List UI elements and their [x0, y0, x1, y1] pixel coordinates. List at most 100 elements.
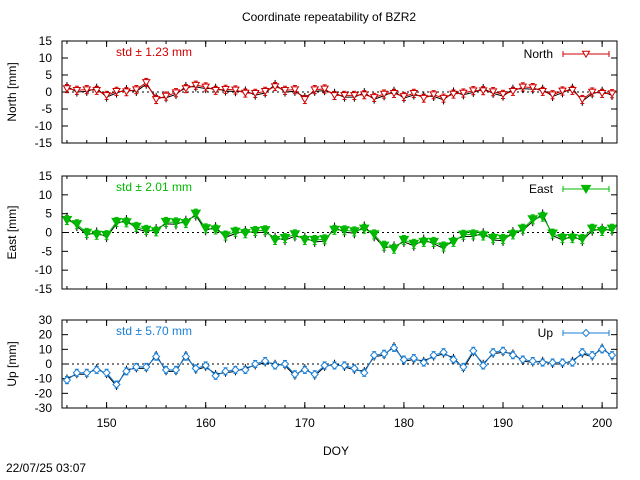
data-point	[528, 356, 537, 366]
data-point	[498, 91, 508, 99]
legend: East	[529, 182, 610, 196]
y-tick-label: -10	[35, 263, 53, 277]
data-point	[577, 96, 587, 104]
data-point	[112, 380, 121, 389]
y-tick-label: 15	[39, 34, 53, 48]
data-point	[409, 90, 419, 98]
y-axis-label: North [mm]	[5, 62, 19, 121]
data-point	[240, 89, 250, 98]
y-tick-label: -5	[41, 102, 52, 116]
y-tick-label: 5	[45, 68, 52, 82]
y-tick-label: -10	[35, 372, 53, 386]
data-point	[359, 91, 369, 99]
data-point	[568, 87, 577, 95]
data-point	[378, 241, 390, 251]
y-tick-label: 10	[39, 51, 53, 65]
legend-marker	[581, 328, 591, 338]
data-point	[557, 234, 568, 244]
data-point	[82, 368, 91, 378]
data-point	[360, 368, 369, 378]
data-point	[449, 355, 458, 364]
data-point	[132, 362, 141, 372]
data-point	[339, 226, 350, 236]
data-point	[408, 239, 420, 249]
y-tick-label: 0	[45, 85, 52, 99]
data-point	[508, 88, 518, 96]
data-point	[122, 88, 131, 96]
data-point	[576, 234, 588, 244]
data-point	[537, 212, 549, 222]
data-point	[438, 242, 449, 252]
data-point	[468, 87, 478, 95]
data-point	[142, 362, 151, 372]
data-point	[111, 217, 122, 227]
data-point	[588, 350, 597, 360]
data-point	[350, 364, 359, 373]
data-point	[488, 348, 498, 357]
data-point	[270, 83, 280, 91]
y-tick-label: -15	[35, 136, 53, 150]
data-point	[181, 85, 191, 93]
chart-panels: 15 10 5 0 -5 -10 -15 North [mm] std ± 1.23 mm Nor…	[5, 34, 618, 430]
data-point	[239, 229, 251, 239]
data-point	[547, 229, 558, 239]
data-point	[290, 86, 300, 94]
data-point	[180, 218, 192, 229]
data-point	[527, 215, 539, 225]
data-point	[528, 84, 538, 92]
data-point	[280, 87, 290, 95]
data-point	[538, 88, 548, 96]
legend: North	[524, 47, 610, 61]
data-point	[279, 234, 291, 244]
data-point	[597, 345, 607, 354]
y-tick-label: -5	[41, 244, 52, 258]
x-axis-label: DOY	[323, 444, 349, 458]
data-point	[300, 365, 310, 375]
data-point	[469, 346, 478, 356]
data-point	[290, 370, 300, 379]
data-point	[259, 226, 271, 236]
data-point	[309, 235, 321, 246]
data-point	[330, 92, 339, 100]
data-point	[558, 358, 567, 367]
data-point	[251, 359, 260, 369]
data-point	[538, 358, 547, 367]
data-point	[171, 89, 181, 97]
x-tick-label: 180	[394, 416, 414, 430]
data-point	[91, 230, 103, 240]
data-point	[121, 218, 132, 228]
data-point	[448, 237, 459, 247]
data-point	[171, 365, 181, 375]
y-axis-label: Up [mm]	[5, 341, 19, 386]
data-point	[429, 91, 439, 99]
data-point	[409, 353, 419, 363]
data-point	[299, 235, 311, 246]
data-point	[439, 348, 448, 357]
data-point	[81, 228, 93, 238]
data-point	[260, 88, 270, 96]
data-point	[578, 348, 587, 357]
data-point	[62, 215, 73, 226]
data-point	[250, 90, 260, 98]
data-point	[419, 358, 428, 367]
data-point	[141, 79, 151, 87]
chart-title: Coordinate repeatability of BZR2	[242, 10, 416, 24]
data-point	[211, 87, 220, 95]
plot-frame	[61, 40, 618, 144]
legend-label: North	[524, 47, 553, 61]
data-point	[340, 361, 349, 370]
data-point	[399, 355, 409, 364]
data-point	[478, 87, 488, 95]
data-point	[191, 364, 201, 373]
data-point	[449, 90, 458, 99]
data-point	[478, 361, 488, 370]
data-point	[398, 235, 410, 246]
data-point	[170, 218, 182, 228]
data-point	[368, 230, 380, 240]
data-point	[349, 92, 359, 100]
data-point	[131, 86, 141, 94]
data-point	[429, 350, 438, 360]
data-point	[270, 361, 280, 370]
data-point	[102, 368, 111, 378]
